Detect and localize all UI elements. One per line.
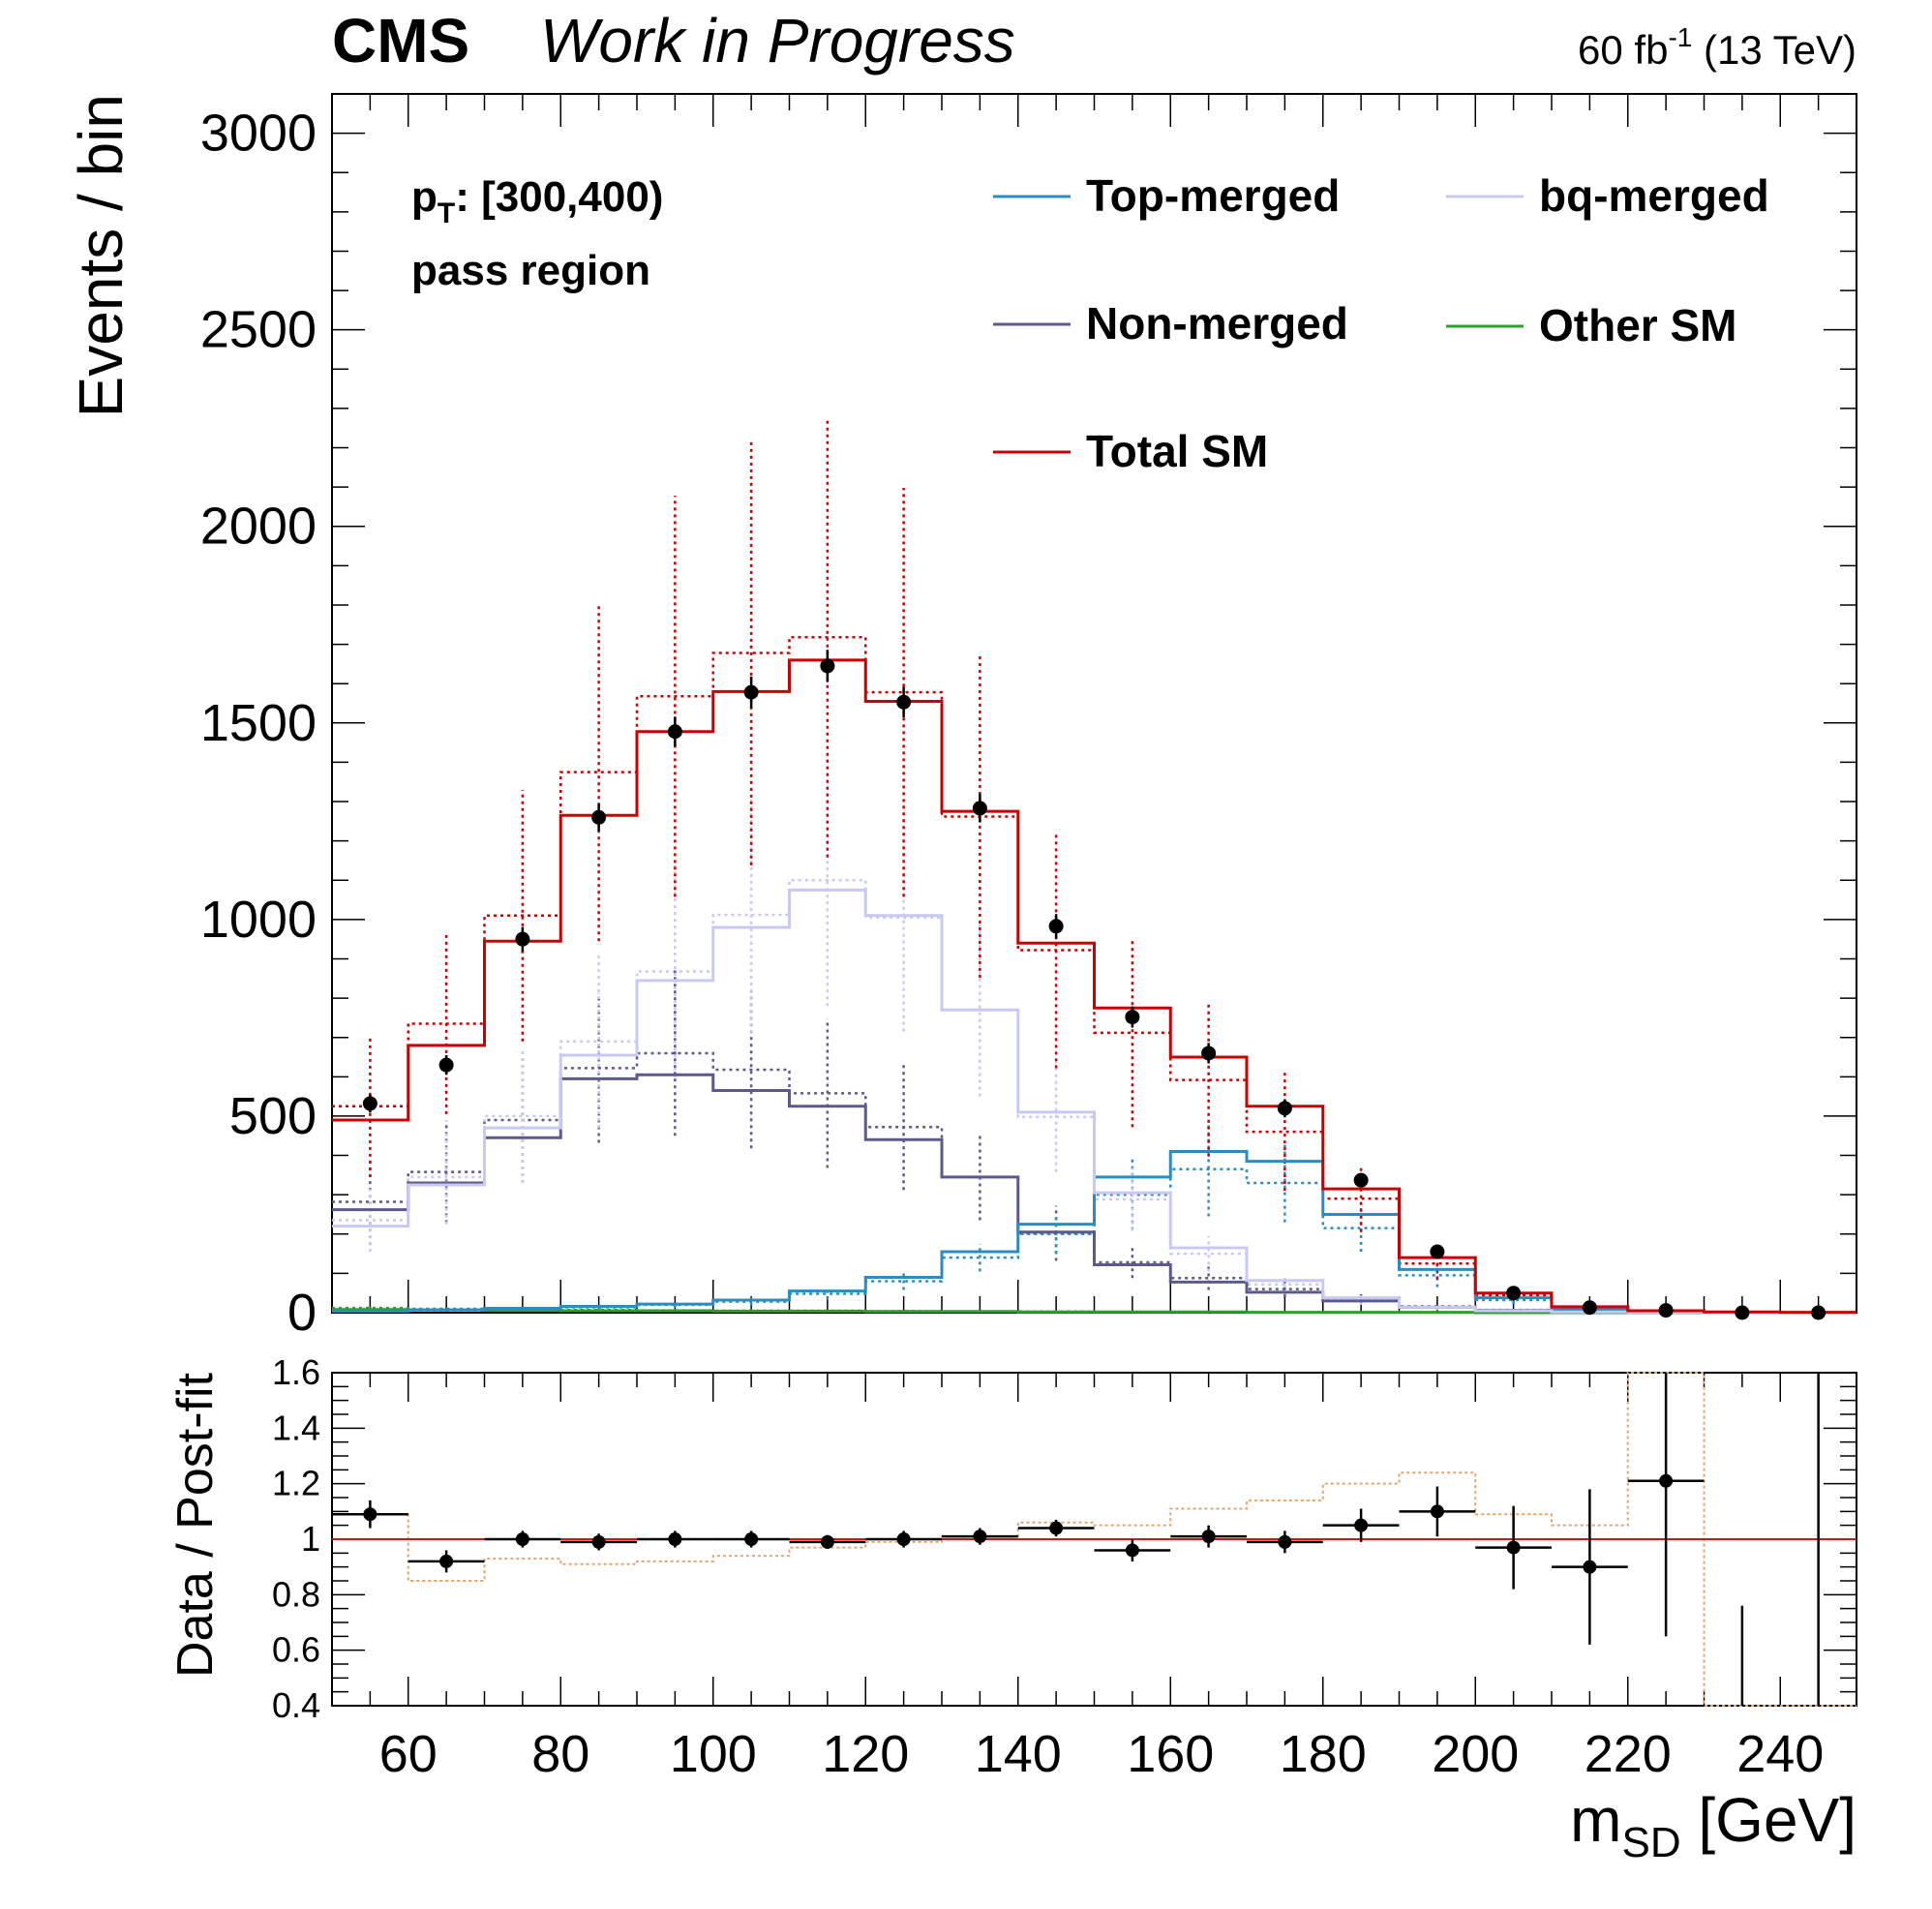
top-y-tick-label: 2000 [200,498,317,556]
legend-label-bq-merged: bq-merged [1539,170,1769,221]
ratio-point [1659,1473,1674,1488]
work-in-progress-label: Work in Progress [540,6,1015,76]
x-tick-label: 140 [975,1725,1062,1783]
ratio-point [1278,1534,1292,1549]
top-y-tick-label: 500 [229,1087,317,1145]
data-point [820,658,835,674]
ratio-point [1430,1504,1444,1519]
x-tick-label: 100 [670,1725,757,1783]
data-point [1048,919,1064,934]
data-point [1277,1101,1292,1116]
top-y-axis-label: Events / bin [66,94,136,417]
top-axis-ticks: 0 500 1000 1500 2000 2500 3000 [200,94,1857,1342]
data-point [1582,1300,1597,1316]
ratio-y-tick-label: 1 [301,1519,320,1559]
top-y-tick-label: 3000 [200,105,317,163]
ratio-y-tick-label: 0.4 [272,1685,320,1725]
data-point [667,724,682,740]
top-y-tick-label: 1000 [200,891,317,949]
data-point [1735,1305,1750,1320]
data-point [1430,1244,1445,1259]
x-tick-label: 80 [531,1725,589,1783]
luminosity-label: 60 fb-1 (13 TeV) [1578,22,1857,73]
prefit-ratio-step-line [332,1372,1857,1707]
legend-label-top-merged: Top-merged [1086,170,1340,221]
ratio-axis-ticks: 0.4 0.6 0.8 1 1.2 1.4 1.6 [272,1352,1857,1725]
legend-label-other-sm: Other SM [1539,300,1736,350]
data-point [362,1096,377,1111]
ratio-point [1506,1540,1521,1555]
region-label: pass region [411,247,650,294]
x-tick-label: 220 [1585,1725,1672,1783]
top-y-tick-label: 2500 [200,301,317,359]
x-tick-label: 200 [1432,1725,1519,1783]
postfit-step-bq-merged [332,888,1857,1315]
ratio-point [1125,1543,1139,1558]
top-y-tick-label: 1500 [200,694,317,752]
legend-label-non-merged: Non-merged [1086,298,1348,348]
x-axis-tick-labels: 60 80 100 120 140 160 180 200 220 240 [379,1725,1825,1783]
data-point [896,694,912,710]
ratio-points [332,1373,1820,1706]
data-point [1201,1045,1217,1061]
data-point [1125,1010,1140,1025]
ratio-point [896,1532,911,1546]
ratio-y-tick-label: 1.6 [272,1352,320,1392]
ratio-point [973,1530,987,1544]
prefit-ratio-step [332,1372,1857,1707]
x-tick-label: 120 [822,1725,909,1783]
x-tick-label: 60 [379,1725,438,1783]
data-point [515,931,530,947]
x-tick-label: 160 [1127,1725,1214,1783]
x-tick-label: 180 [1280,1725,1367,1783]
x-axis-label: mSD [GeV] [1570,1785,1857,1866]
ratio-point [1049,1521,1064,1535]
pt-bin-label: pT: [300,400) [411,173,663,229]
ratio-point [439,1554,454,1568]
ratio-point [1583,1560,1597,1574]
ratio-point [363,1507,377,1522]
data-point [743,684,759,700]
postfit-step-other-sm [332,1308,1857,1315]
postfit-histograms [332,658,1857,1315]
ratio-point [1201,1530,1216,1544]
ratio-point [591,1534,606,1549]
data-points [362,650,1826,1320]
ratio-panel: 0.4 0.6 0.8 1 1.2 1.4 1.6 Data / Post-fit [167,1352,1857,1725]
data-point [972,801,987,816]
legend-label-total-sm: Total SM [1086,426,1268,476]
top-y-tick-label: 0 [287,1284,317,1342]
ratio-point [1354,1518,1369,1532]
data-point [1658,1303,1674,1318]
x-tick-label: 240 [1736,1725,1824,1783]
data-point [591,809,607,825]
ratio-point [744,1532,759,1546]
data-point [1811,1305,1826,1320]
ratio-point [820,1534,834,1549]
data-point [438,1057,454,1073]
legend: Top-merged bq-merged Non-merged Other SM… [993,170,1769,476]
data-point [1353,1172,1369,1188]
ratio-y-axis-label: Data / Post-fit [167,1372,224,1678]
ratio-point [668,1532,682,1546]
cms-label: CMS [332,6,469,76]
top-panel: 0 500 1000 1500 2000 2500 3000 Events / bin pT… [66,93,1857,1342]
ratio-y-tick-label: 0.8 [272,1574,320,1614]
data-point [1506,1286,1522,1301]
ratio-y-tick-label: 1.4 [272,1408,320,1447]
ratio-point [515,1532,529,1546]
ratio-y-tick-label: 0.6 [272,1630,320,1670]
ratio-y-tick-label: 1.2 [272,1464,320,1503]
